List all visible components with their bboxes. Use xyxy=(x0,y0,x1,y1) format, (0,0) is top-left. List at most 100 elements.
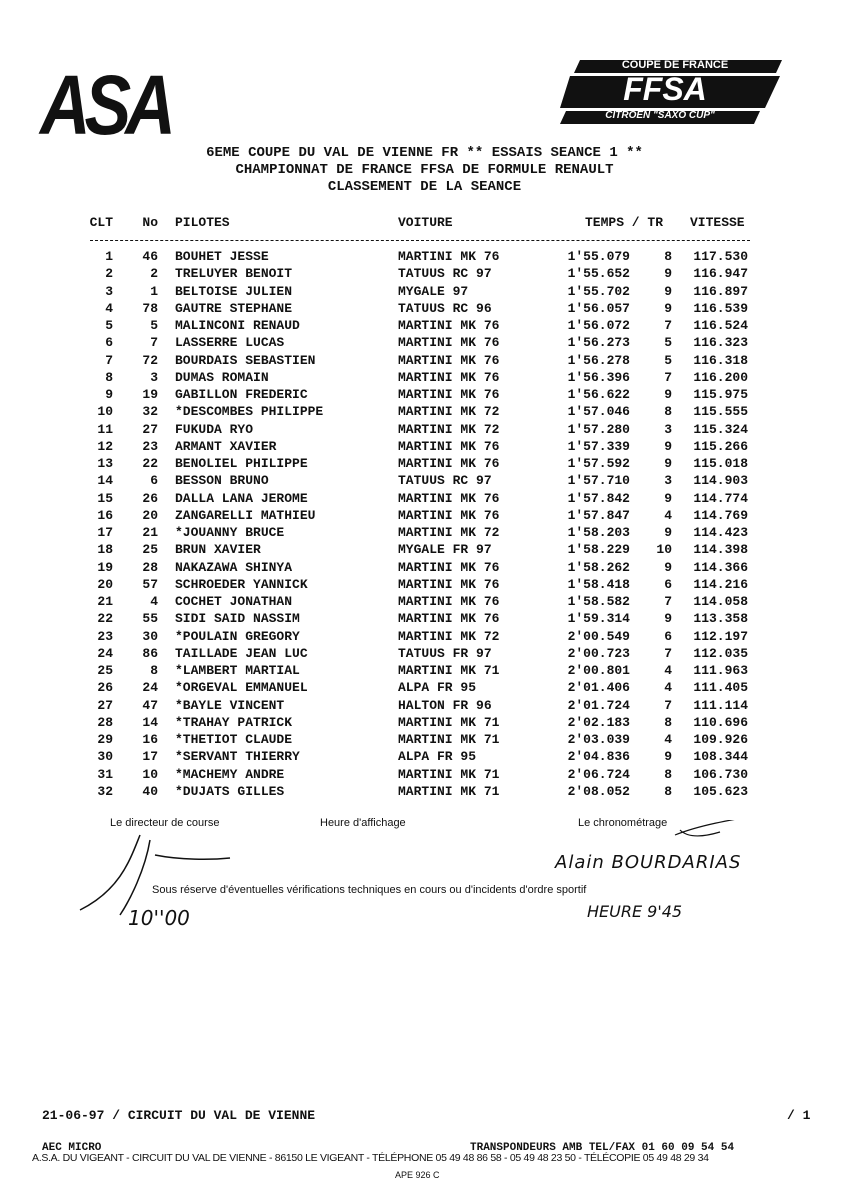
cell: MARTINI MK 76 xyxy=(398,594,500,609)
cell: *THETIOT CLAUDE xyxy=(175,732,293,747)
cell: 9 xyxy=(664,283,672,299)
cell: 1'58.229 xyxy=(567,542,630,558)
cell: 115.324 xyxy=(693,421,748,437)
cell: 40 xyxy=(142,783,158,799)
cell: 46 xyxy=(142,249,158,264)
cell: 1'55.702 xyxy=(567,283,630,299)
cell: MARTINI MK 76 xyxy=(398,369,500,385)
cell: 57 xyxy=(142,576,158,592)
cell: MARTINI MK 71 xyxy=(398,714,500,730)
cell: 5 xyxy=(105,318,113,333)
cell: 111.114 xyxy=(693,697,748,713)
cell: 1'57.280 xyxy=(567,421,630,437)
cell: 86 xyxy=(142,645,158,661)
notice: Sous réserve d'éventuelles vérifications… xyxy=(152,884,587,896)
cell: 4 xyxy=(664,507,672,523)
column-header: TEMPS / TR xyxy=(585,215,664,230)
cell: 9 xyxy=(105,387,113,402)
address: A.S.A. DU VIGEANT - CIRCUIT DU VAL DE VI… xyxy=(32,1152,709,1164)
cell: 16 xyxy=(142,732,158,747)
cell: MARTINI MK 76 xyxy=(398,559,500,575)
cell: 1'56.622 xyxy=(567,387,630,402)
cell: MARTINI MK 72 xyxy=(398,628,500,644)
ffsa-logo xyxy=(560,60,782,124)
cell: SIDI SAID NASSIM xyxy=(175,611,300,627)
cell: 2'04.836 xyxy=(567,749,630,765)
cell: 19 xyxy=(97,559,113,575)
cell: DALLA LANA JEROME xyxy=(175,490,308,506)
cell: 8 xyxy=(664,249,672,264)
title-line: 6EME COUPE DU VAL DE VIENNE FR ** ESSAIS… xyxy=(206,145,643,161)
cell: 21 xyxy=(142,525,158,540)
cell: MARTINI MK 76 xyxy=(398,507,500,523)
cell: *DESCOMBES PHILIPPE xyxy=(175,404,324,420)
cell: 1'55.079 xyxy=(567,249,630,264)
cell: 106.730 xyxy=(693,766,748,782)
cell: 2'02.183 xyxy=(567,714,630,730)
cell: 8 xyxy=(105,369,113,385)
cell: 6 xyxy=(664,628,672,644)
cell: 112.197 xyxy=(693,628,748,644)
cell: 3 xyxy=(664,473,672,489)
cell: 26 xyxy=(142,490,158,506)
cell: 114.216 xyxy=(693,576,748,592)
page-number: / 1 xyxy=(787,1108,811,1123)
cell: 1'56.072 xyxy=(567,318,630,333)
cell: 25 xyxy=(142,542,158,558)
cell: 114.423 xyxy=(693,525,748,540)
cell: 108.344 xyxy=(693,749,748,765)
cell: 7 xyxy=(664,697,672,713)
title-line: CHAMPIONNAT DE FRANCE FFSA DE FORMULE RE… xyxy=(235,162,614,178)
cell: 111.963 xyxy=(693,663,748,678)
cell: 27 xyxy=(97,697,113,713)
cell: NAKAZAWA SHINYA xyxy=(175,559,293,575)
cell: 2'00.549 xyxy=(567,628,630,644)
cell: MARTINI MK 76 xyxy=(398,249,500,264)
footer-event: 21-06-97 / CIRCUIT DU VAL DE VIENNE xyxy=(42,1108,316,1123)
cell: 5 xyxy=(664,352,672,368)
cell: 111.405 xyxy=(693,680,748,696)
cell: 10 xyxy=(142,766,158,782)
cell: *SERVANT THIERRY xyxy=(175,749,300,765)
cell: *LAMBERT MARTIAL xyxy=(175,663,300,678)
cell: MARTINI MK 72 xyxy=(398,421,500,437)
cell: 13 xyxy=(97,456,113,471)
cell: 116.539 xyxy=(693,300,748,316)
cell: 6 xyxy=(105,335,113,351)
cell: MARTINI MK 72 xyxy=(398,404,500,420)
cell: 24 xyxy=(142,680,158,696)
cell: 9 xyxy=(664,559,672,575)
cell: MARTINI MK 76 xyxy=(398,456,500,471)
cell: 30 xyxy=(97,749,113,765)
cell: GAUTRE STEPHANE xyxy=(175,300,293,316)
logo-text: COUPE DE FRANCE xyxy=(621,59,729,71)
cell: BOURDAIS SEBASTIEN xyxy=(175,352,316,368)
cell: 4 xyxy=(664,732,672,747)
cell: 6 xyxy=(150,473,158,489)
cell: 116.318 xyxy=(693,352,748,368)
cell: 115.018 xyxy=(693,456,748,471)
cell: *ORGEVAL EMMANUEL xyxy=(175,680,308,696)
ape: APE 926 C xyxy=(395,1170,440,1180)
cell: 8 xyxy=(664,766,672,782)
cell: 14 xyxy=(97,473,113,489)
cell: MYGALE FR 97 xyxy=(398,542,492,558)
cell: 2'03.039 xyxy=(567,732,630,747)
cell: 2'01.406 xyxy=(567,680,630,696)
cell: MALINCONI RENAUD xyxy=(175,318,300,333)
cell: 3 xyxy=(664,421,672,437)
cell: 3 xyxy=(105,283,113,299)
cell: 18 xyxy=(97,542,113,558)
cell: 7 xyxy=(664,318,672,333)
cell: 1 xyxy=(150,283,158,299)
cell: MYGALE 97 xyxy=(398,283,469,299)
cell: MARTINI MK 76 xyxy=(398,387,500,402)
cell: 9 xyxy=(664,387,672,402)
cell: BELTOISE JULIEN xyxy=(175,283,293,299)
cell: 24 xyxy=(97,645,113,661)
cell: TATUUS RC 97 xyxy=(398,266,492,282)
cell: 11 xyxy=(97,421,113,437)
cell: 47 xyxy=(142,697,158,713)
cell: 117.530 xyxy=(693,249,748,264)
cell: FUKUDA RYO xyxy=(175,421,254,437)
